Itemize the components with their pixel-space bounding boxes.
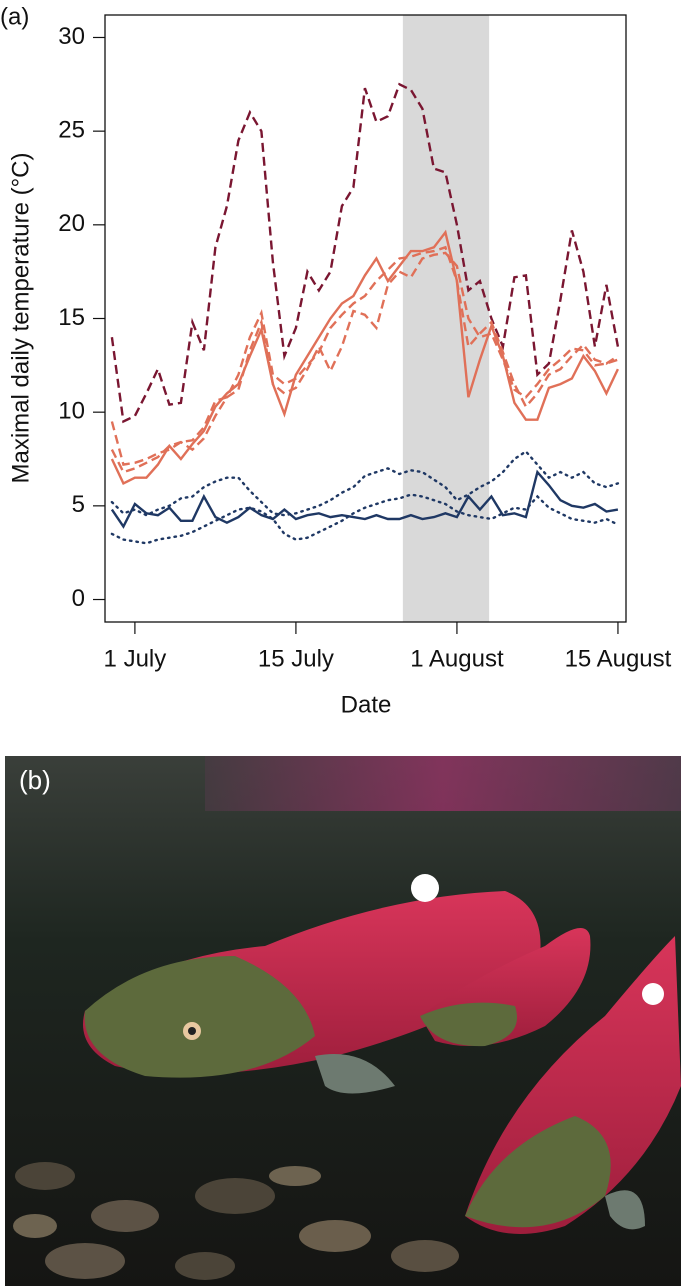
panel-label: (b) [19,765,51,795]
y-tick-label: 15 [58,304,85,331]
gravel [13,1162,459,1280]
series-line [110,82,620,424]
panel-label: (a) [0,3,29,30]
series-line [110,493,620,545]
fish [83,874,541,1094]
x-tick-label: 15 July [258,645,334,672]
y-tick-label: 5 [72,491,85,518]
fish [420,928,591,1047]
y-tick-label: 25 [58,116,85,143]
series-line [110,251,619,474]
fish [465,936,681,1234]
x-tick-label: 15 August [565,645,672,672]
x-tick-label: 1 August [410,645,504,672]
y-tick-label: 30 [58,23,85,50]
y-tick-label: 10 [58,398,85,425]
y-tick-label: 0 [72,585,85,612]
photo: (b) [5,756,681,1286]
surface [205,756,681,811]
shaded-period [402,15,490,622]
chart: (a) Date Maximal daily temperature (°C) … [0,3,672,718]
x-axis-label: Date [341,691,392,718]
series-line [110,469,619,529]
plot-frame [104,14,627,623]
series-line [110,245,619,466]
series-line [110,229,619,486]
y-tick-label: 20 [58,210,85,237]
y-axis-label: Maximal daily temperature (°C) [7,152,34,483]
x-tick-label: 1 July [104,645,167,672]
series-line [110,449,620,517]
